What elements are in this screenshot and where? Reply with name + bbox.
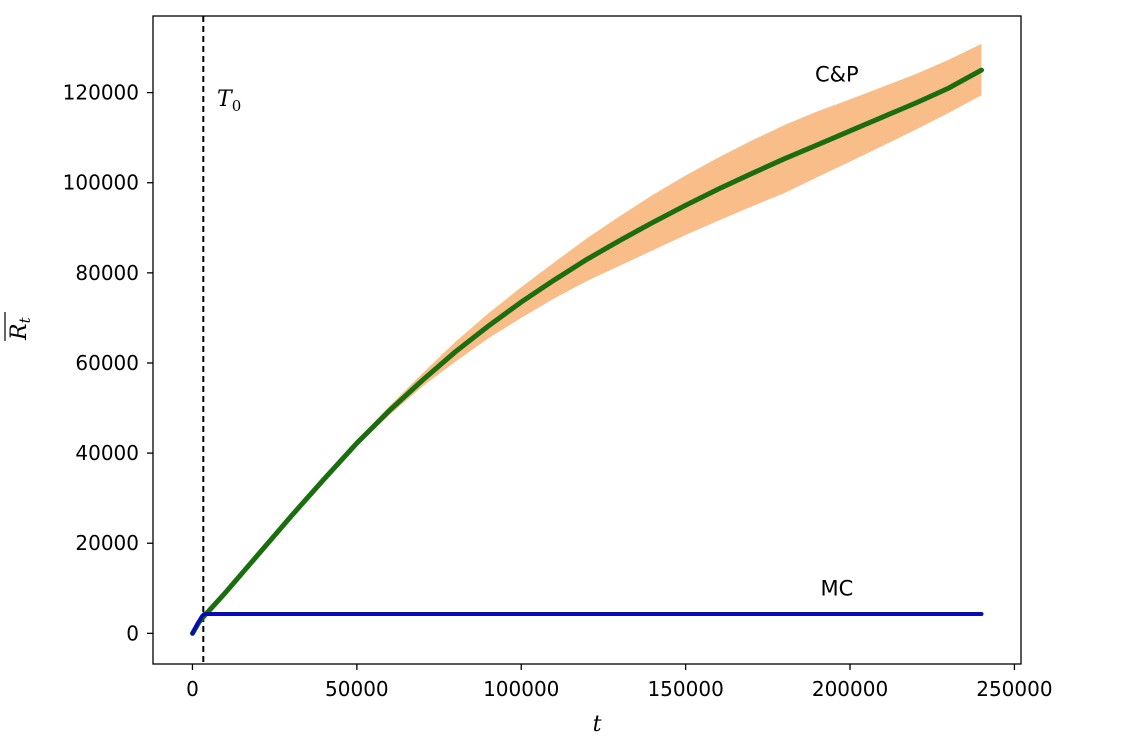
x-tick-label: 150000 — [647, 677, 723, 701]
x-tick-label: 0 — [186, 677, 199, 701]
t0-label: T0 — [217, 87, 241, 115]
x-axis-ticks: 0 50000 100000 150000 200000 250000 — [186, 664, 1053, 701]
x-axis-label: t — [593, 712, 602, 737]
plot-area — [190, 16, 984, 664]
cp-confidence-band — [192, 43, 982, 634]
y-tick-label: 60000 — [75, 351, 139, 375]
x-tick-label: 100000 — [483, 677, 559, 701]
cp-series-line — [190, 67, 984, 636]
y-tick-label: 40000 — [75, 441, 139, 465]
x-tick-label: 250000 — [976, 677, 1052, 701]
y-axis-ticks: 0 20000 40000 60000 80000 100000 120000 — [63, 81, 153, 645]
x-tick-label: 200000 — [812, 677, 888, 701]
y-tick-label: 80000 — [75, 261, 139, 285]
y-tick-label: 120000 — [63, 81, 139, 105]
plot-frame — [152, 15, 1022, 665]
series-annotations: C&P MC — [815, 63, 859, 601]
y-tick-label: 20000 — [75, 531, 139, 555]
series-annotation: MC — [820, 576, 853, 600]
y-tick-label: 0 — [126, 621, 139, 645]
x-tick-label: 50000 — [325, 677, 389, 701]
y-tick-label: 100000 — [63, 171, 139, 195]
mc-series-line — [190, 612, 984, 636]
svg-text:Rt: Rt — [7, 316, 34, 341]
y-axis-label: Rt — [4, 312, 34, 341]
series-annotation: C&P — [815, 63, 859, 87]
